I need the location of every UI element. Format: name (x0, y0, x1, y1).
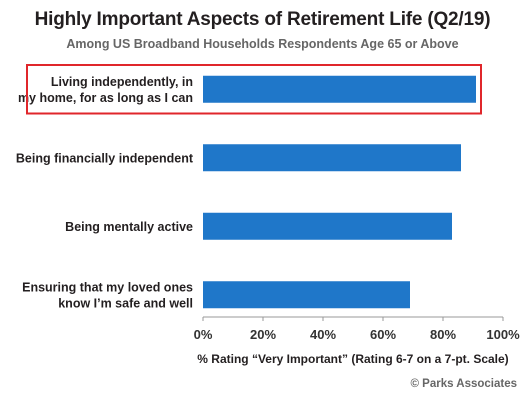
x-tick-label: 20% (250, 327, 276, 342)
x-tick-label: 0% (194, 327, 213, 342)
chart-subtitle: Among US Broadband Households Respondent… (66, 37, 459, 51)
category-label: know I’m safe and well (58, 296, 193, 310)
category-label: Being mentally active (65, 220, 193, 234)
category-label: Living independently, in (51, 75, 193, 89)
category-label: Being financially independent (16, 151, 194, 165)
bar (203, 212, 452, 240)
x-tick-label: 40% (310, 327, 336, 342)
chart-title: Highly Important Aspects of Retirement L… (34, 9, 491, 30)
category-label: my home, for as long as I can (18, 91, 193, 105)
bar (203, 281, 410, 309)
x-axis-title: % Rating “Very Important” (Rating 6-7 on… (197, 352, 508, 366)
x-tick-label: 60% (370, 327, 396, 342)
category-label: Ensuring that my loved ones (22, 280, 193, 294)
highlight-box (26, 64, 482, 115)
x-tick-label: 100% (486, 327, 520, 342)
bar (203, 75, 476, 103)
copyright-footer: © Parks Associates (410, 378, 518, 390)
x-tick-label: 80% (430, 327, 456, 342)
bar (203, 144, 461, 172)
